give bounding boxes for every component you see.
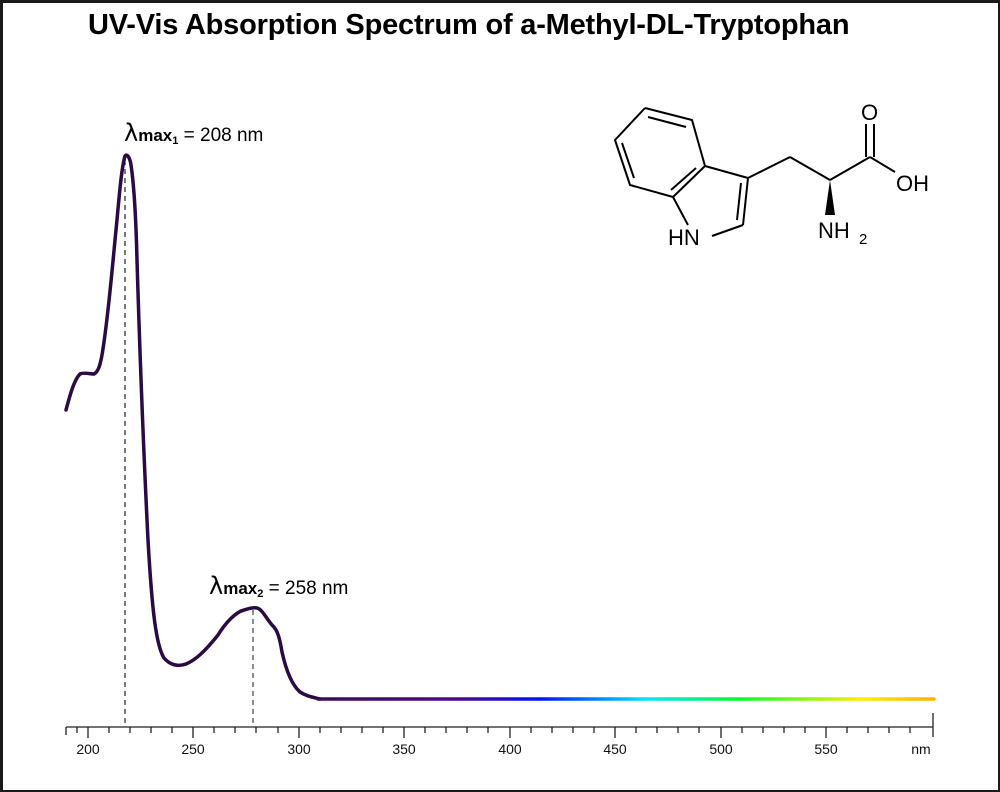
lambda-symbol: λ <box>124 119 139 147</box>
x-tick-500: 500 <box>709 741 733 757</box>
peak-index: 2 <box>257 588 264 600</box>
x-tick-300: 300 <box>287 741 311 757</box>
peak2-annotation: λmax2 = 258 nm <box>209 572 348 600</box>
atom-label-nh2-subscript: 2 <box>859 231 867 248</box>
wedge-bond <box>825 180 835 215</box>
atom-label-oh: OH <box>896 171 929 196</box>
atom-label-o: O <box>861 100 878 125</box>
atom-label-nh: HN <box>668 225 700 250</box>
x-axis <box>65 713 934 738</box>
peak-index: 1 <box>172 135 179 147</box>
peak1-value: = 208 nm <box>178 125 264 146</box>
x-tick-250: 250 <box>181 741 205 757</box>
peak2-value: = 258 nm <box>263 578 349 599</box>
x-axis-unit-label: nm <box>911 741 930 757</box>
chart-title: UV-Vis Absorption Spectrum of a-Methyl-D… <box>88 9 850 41</box>
spectrum-curve <box>64 153 322 701</box>
x-tick-350: 350 <box>392 741 416 757</box>
x-tick-labels: 200 250 300 350 400 450 500 550 nm <box>76 741 930 757</box>
max-subscript: max <box>223 579 258 598</box>
x-tick-450: 450 <box>603 741 627 757</box>
peak1-annotation: λmax1 = 208 nm <box>124 119 263 147</box>
max-subscript: max <box>138 126 173 145</box>
atom-label-nh2: NH <box>818 218 850 243</box>
lambda-symbol: λ <box>209 572 224 600</box>
x-tick-200: 200 <box>76 741 100 757</box>
molecule-structure <box>614 107 896 237</box>
x-tick-400: 400 <box>498 741 522 757</box>
x-tick-550: 550 <box>814 741 838 757</box>
